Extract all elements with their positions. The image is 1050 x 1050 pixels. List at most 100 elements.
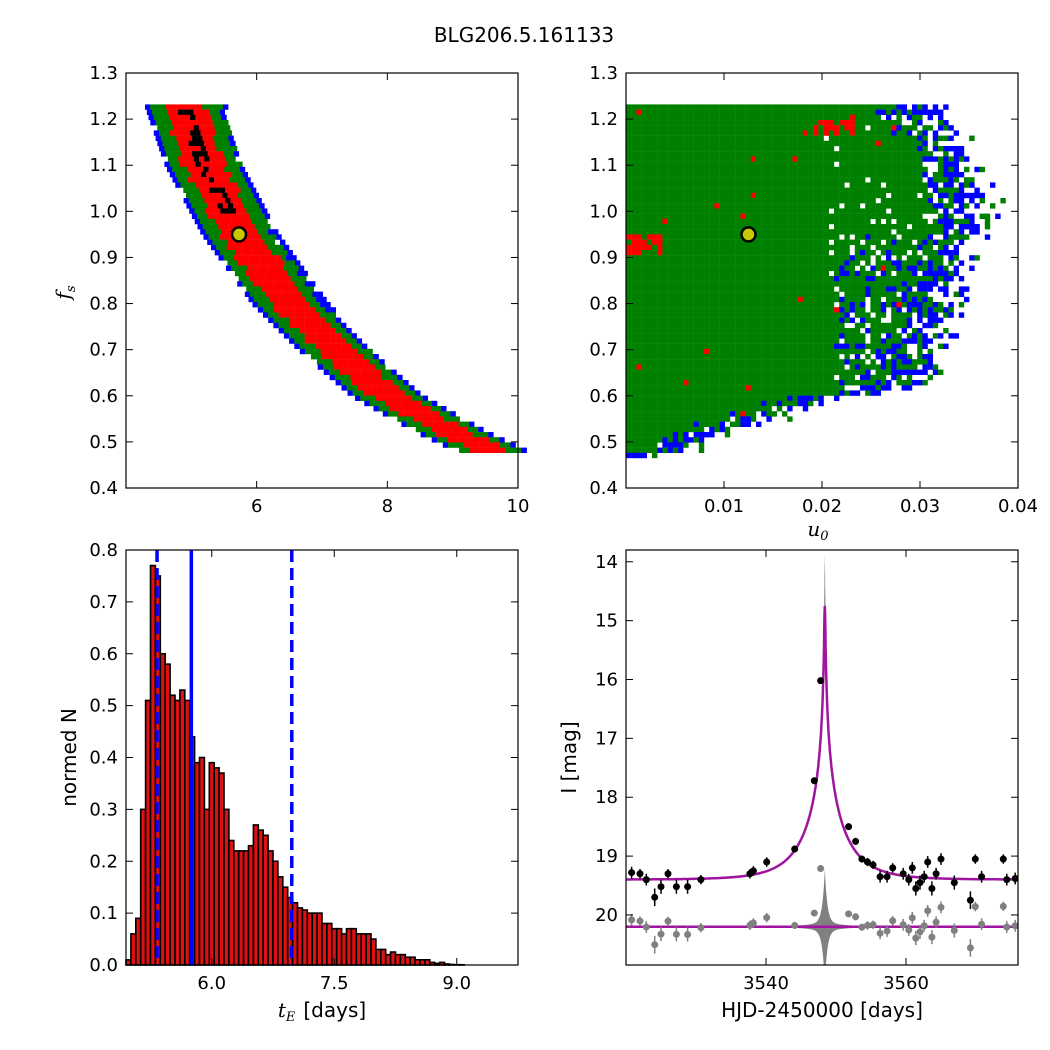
heatmap-cell — [688, 218, 694, 225]
heatmap-cell — [299, 338, 305, 344]
heatmap-cell — [222, 182, 228, 188]
heatmap-cell — [688, 296, 694, 303]
heatmap-cell — [646, 374, 653, 381]
heatmap-cell — [761, 385, 767, 391]
heatmap-cell — [704, 385, 710, 391]
heatmap-cell — [278, 328, 285, 334]
heatmap-cell — [849, 276, 855, 282]
heatmap-cell — [865, 234, 871, 240]
heatmap-cell — [646, 421, 653, 427]
heatmap-cell — [693, 333, 699, 339]
heatmap-cell — [631, 354, 637, 360]
heatmap-cell — [938, 229, 944, 235]
heatmap-cell — [672, 192, 679, 199]
heatmap-cell — [917, 354, 923, 360]
heatmap-cell — [854, 291, 861, 297]
heatmap-cell — [724, 114, 731, 121]
heatmap-cell — [823, 276, 829, 282]
heatmap-cell — [901, 322, 907, 329]
heatmap-cell — [917, 296, 923, 303]
heatmap-cell — [631, 203, 637, 209]
heatmap-cell — [469, 421, 475, 427]
heatmap-cell — [813, 182, 819, 188]
heatmap-cell — [207, 135, 213, 141]
heatmap-cell — [683, 135, 689, 141]
heatmap-cell — [388, 385, 394, 391]
heatmap-cell — [875, 140, 881, 147]
heatmap-cell — [948, 224, 954, 230]
heatmap-cell — [636, 411, 642, 417]
heatmap-cell — [256, 208, 263, 214]
heatmap-cell — [394, 406, 400, 412]
heatmap-cell — [943, 166, 949, 173]
heatmap-cell — [828, 260, 835, 266]
heatmap-cell — [652, 187, 658, 193]
heatmap-cell — [896, 156, 902, 162]
heatmap-cell — [289, 307, 295, 313]
heatmap-cell — [202, 203, 208, 209]
heatmap-cell — [709, 281, 715, 287]
heatmap-cell — [724, 130, 731, 136]
heatmap-cell — [792, 234, 798, 240]
heatmap-cell — [224, 177, 230, 183]
heatmap-cell — [704, 281, 710, 287]
heatmap-cell — [672, 146, 679, 152]
heatmap-cell — [813, 338, 819, 344]
heatmap-cell — [730, 182, 736, 188]
heatmap-cell — [646, 203, 653, 209]
heatmap-cell — [792, 161, 798, 167]
heatmap-cell — [448, 421, 454, 427]
data-point — [763, 858, 771, 866]
heatmap-cell — [199, 156, 205, 162]
heatmap-cell — [714, 385, 720, 391]
heatmap-cell — [839, 380, 845, 386]
heatmap-cell — [730, 177, 736, 183]
heatmap-cell — [683, 296, 689, 303]
heatmap-cell — [818, 203, 824, 209]
heatmap-cell — [631, 255, 637, 261]
heatmap-cell — [246, 265, 253, 271]
heatmap-cell — [431, 426, 437, 433]
heatmap-cell — [740, 218, 746, 225]
heatmap-cell — [808, 385, 814, 391]
heatmap-cell — [818, 354, 824, 360]
heatmap-cell — [683, 281, 689, 287]
heatmap-cell — [197, 224, 203, 230]
heatmap-cell — [927, 338, 933, 344]
heatmap-cell — [756, 218, 762, 225]
residual-point — [1011, 922, 1018, 930]
heatmap-cell — [782, 234, 788, 240]
heatmap-cell — [735, 291, 741, 297]
heatmap-cell — [183, 187, 189, 193]
heatmap-cell — [688, 426, 694, 433]
heatmap-cell — [254, 203, 260, 209]
heatmap-cell — [457, 437, 464, 443]
heatmap-cell — [202, 151, 208, 157]
heatmap-cell — [823, 213, 829, 219]
best-fit-marker — [740, 226, 757, 243]
heatmap-cell — [224, 166, 230, 173]
heatmap-cell — [802, 140, 809, 147]
heatmap-cell — [641, 343, 647, 349]
heatmap-cell — [672, 135, 679, 141]
heatmap-cell — [724, 390, 731, 396]
heatmap-cell — [802, 187, 809, 193]
heatmap-cell — [740, 182, 746, 188]
heatmap-cell — [927, 276, 933, 282]
heatmap-cell — [245, 187, 252, 193]
heatmap-cell — [927, 244, 933, 251]
heatmap-cell — [802, 322, 809, 329]
heatmap-cell — [860, 146, 866, 152]
heatmap-cell — [199, 198, 205, 204]
heatmap-cell — [974, 229, 980, 235]
heatmap-cell — [745, 411, 751, 417]
y-tick-label: 0.6 — [589, 386, 618, 407]
heatmap-cell — [844, 369, 850, 375]
heatmap-cell — [275, 276, 281, 282]
heatmap-cell — [901, 265, 907, 271]
heatmap-cell — [818, 224, 824, 230]
heatmap-cell — [745, 302, 751, 308]
heatmap-cell — [355, 374, 361, 381]
heatmap-cell — [688, 234, 694, 240]
heatmap-cell — [896, 359, 902, 365]
